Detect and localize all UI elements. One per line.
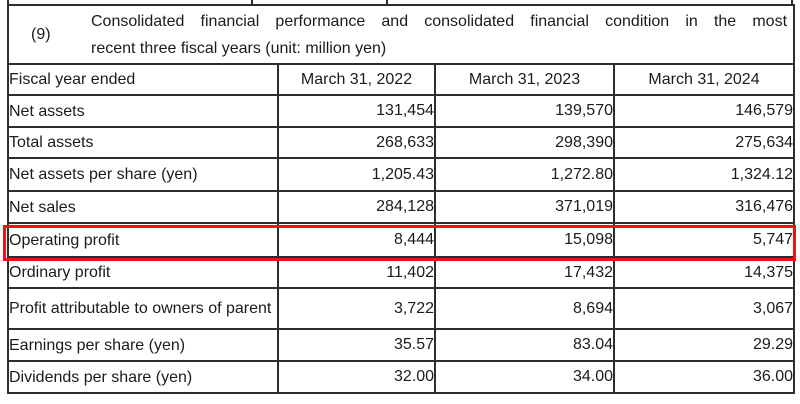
row-label: Net assets <box>7 94 279 128</box>
row-label: Total assets <box>7 126 279 159</box>
section-title: Consolidated financial performance and c… <box>91 8 793 62</box>
cell-value: 34.00 <box>434 360 615 394</box>
table-row-earnings-per-share: Earnings per share (yen) 35.57 83.04 29.… <box>7 328 796 362</box>
item-number: (9) <box>31 25 51 43</box>
cell-value: 29.29 <box>612 328 796 362</box>
table-row-net-assets: Net assets 131,454 139,570 146,579 <box>7 94 796 128</box>
cell-value: 371,019 <box>434 190 615 224</box>
grid-line-stub <box>386 0 388 4</box>
cell-value: 1,272.80 <box>434 157 615 192</box>
cell-value: 32.00 <box>277 360 436 394</box>
section-header: (9) Consolidated financial performance a… <box>9 8 793 62</box>
section-title-line2: recent three fiscal years (unit: million… <box>91 39 387 57</box>
row-label: Earnings per share (yen) <box>7 328 279 362</box>
cell-value: 83.04 <box>434 328 615 362</box>
row-label: Operating profit <box>7 222 279 258</box>
row-label: Dividends per share (yen) <box>7 360 279 394</box>
row-label: Ordinary profit <box>7 256 279 289</box>
table-row-net-sales: Net sales 284,128 371,019 316,476 <box>7 190 796 224</box>
cell-value: 268,633 <box>277 126 436 159</box>
cell-value: 3,067 <box>612 287 796 330</box>
header-march-31-2023: March 31, 2023 <box>434 63 615 96</box>
cell-value: 17,432 <box>434 256 615 289</box>
table-row-total-assets: Total assets 268,633 298,390 275,634 <box>7 126 796 159</box>
cell-value: 5,747 <box>612 222 796 258</box>
grid-line-stub <box>791 0 793 4</box>
cell-value: 36.00 <box>612 360 796 394</box>
grid-line-stub <box>251 0 253 4</box>
section-title-line1: Consolidated financial performance and c… <box>91 12 788 30</box>
header-march-31-2022: March 31, 2022 <box>277 63 436 96</box>
financial-table: (9) Consolidated financial performance a… <box>6 4 796 394</box>
table-row-operating-profit: Operating profit 8,444 15,098 5,747 <box>7 222 796 258</box>
grid-line-stub <box>7 0 9 4</box>
cell-value: 14,375 <box>612 256 796 289</box>
cell-value: 298,390 <box>434 126 615 159</box>
cell-value: 3,722 <box>277 287 436 330</box>
cell-value: 15,098 <box>434 222 615 258</box>
cell-value: 1,324.12 <box>612 157 796 192</box>
section-header-row: (9) Consolidated financial performance a… <box>6 4 796 65</box>
cell-value: 11,402 <box>277 256 436 289</box>
row-label: Profit attributable to owners of parent <box>7 287 279 330</box>
cell-value: 316,476 <box>612 190 796 224</box>
cell-value: 131,454 <box>277 94 436 128</box>
row-label: Net assets per share (yen) <box>7 157 279 192</box>
cell-value: 139,570 <box>434 94 615 128</box>
cell-value: 8,444 <box>277 222 436 258</box>
section-header-cell: (9) Consolidated financial performance a… <box>6 4 796 65</box>
header-march-31-2024: March 31, 2024 <box>612 63 796 96</box>
cell-value: 1,205.43 <box>277 157 436 192</box>
table-row-dividends-per-share: Dividends per share (yen) 32.00 34.00 36… <box>7 360 796 394</box>
table-header-row: Fiscal year ended March 31, 2022 March 3… <box>7 63 796 96</box>
header-fiscal-year-ended: Fiscal year ended <box>7 63 279 96</box>
table-row-profit-attributable: Profit attributable to owners of parent … <box>7 287 796 330</box>
cell-value: 284,128 <box>277 190 436 224</box>
cell-value: 275,634 <box>612 126 796 159</box>
row-label: Net sales <box>7 190 279 224</box>
cell-value: 146,579 <box>612 94 796 128</box>
cell-value: 35.57 <box>277 328 436 362</box>
table-row-ordinary-profit: Ordinary profit 11,402 17,432 14,375 <box>7 256 796 289</box>
table-row-net-assets-per-share: Net assets per share (yen) 1,205.43 1,27… <box>7 157 796 192</box>
cell-value: 8,694 <box>434 287 615 330</box>
